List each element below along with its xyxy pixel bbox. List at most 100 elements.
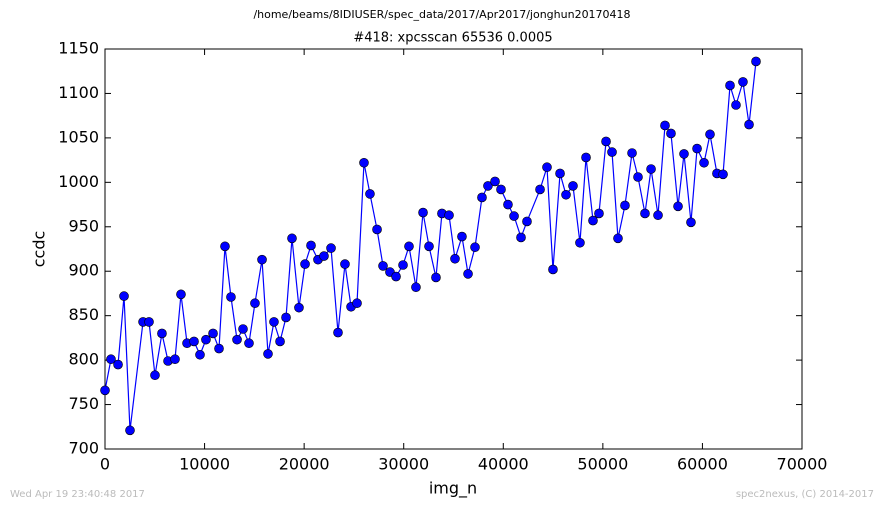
data-point (326, 243, 336, 253)
x-tick-label: 0 (100, 455, 110, 474)
data-point (201, 334, 211, 345)
data-point (660, 120, 670, 131)
data-point (666, 128, 676, 139)
data-point (692, 143, 702, 154)
data-point (232, 334, 242, 345)
x-tick-label: 60000 (677, 455, 728, 474)
data-point (555, 168, 565, 179)
data-point (725, 80, 735, 91)
y-tick-label: 1050 (58, 127, 99, 146)
y-tick-label: 750 (68, 394, 99, 413)
data-point (300, 259, 310, 269)
data-point (679, 149, 689, 159)
data-point (633, 172, 643, 182)
data-point (744, 119, 754, 130)
data-point (509, 211, 519, 221)
data-point (705, 129, 715, 140)
data-point (718, 169, 728, 180)
y-tick-label: 850 (68, 305, 99, 324)
data-point (250, 298, 260, 309)
data-point (588, 215, 598, 226)
data-point (170, 354, 180, 365)
data-point (646, 164, 656, 174)
data-point (157, 328, 167, 339)
data-line (104, 61, 757, 431)
data-point (359, 157, 369, 168)
data-point (333, 327, 343, 338)
y-tick-label: 900 (68, 261, 99, 280)
data-point (483, 181, 493, 191)
y-tick-label: 1100 (58, 83, 99, 102)
data-point (294, 302, 304, 313)
x-tick-label: 40000 (478, 455, 529, 474)
x-tick-label: 70000 (777, 455, 828, 474)
data-point (477, 192, 487, 203)
data-point (214, 343, 224, 354)
data-point (106, 354, 116, 365)
data-point (620, 200, 630, 211)
data-point (470, 242, 480, 253)
plot-frame (104, 48, 803, 450)
data-point (220, 241, 230, 252)
data-point (496, 184, 506, 195)
y-axis-label: ccdc (30, 231, 49, 268)
footer-left: Wed Apr 19 23:40:48 2017 (10, 489, 145, 500)
data-point (378, 261, 388, 271)
data-point (490, 176, 500, 187)
data-point (418, 207, 428, 218)
data-point (627, 148, 637, 158)
data-point (208, 328, 218, 339)
data-point (640, 208, 650, 219)
data-point (281, 312, 291, 323)
data-point (113, 359, 123, 370)
data-point (457, 231, 467, 242)
data-point (411, 282, 421, 293)
chart-subtitle: #418: xpcsscan 65536 0.0005 (353, 31, 552, 46)
x-tick-label: 20000 (279, 455, 330, 474)
y-tick-label: 700 (68, 439, 99, 458)
data-point (450, 253, 460, 264)
data-point (431, 272, 441, 283)
data-point (463, 269, 473, 279)
data-point (404, 241, 414, 252)
data-point (244, 338, 254, 349)
data-point (522, 216, 532, 227)
data-point (575, 237, 585, 248)
data-point (607, 147, 617, 157)
x-axis-label: img_n (429, 479, 477, 499)
data-point (751, 56, 761, 67)
data-point (319, 251, 329, 261)
data-point (176, 289, 186, 300)
x-tick-label: 30000 (378, 455, 429, 474)
data-point (189, 336, 199, 347)
data-point (542, 162, 552, 173)
data-point (226, 292, 236, 302)
data-point (686, 217, 696, 228)
data-point (119, 291, 129, 301)
data-point (365, 189, 375, 199)
data-point (613, 233, 623, 244)
data-point (673, 201, 683, 212)
data-point (568, 181, 578, 191)
data-point (372, 224, 382, 235)
data-point (125, 425, 135, 436)
data-point (287, 233, 297, 244)
data-point (391, 271, 401, 282)
data-point (535, 184, 545, 195)
data-point (561, 189, 571, 200)
data-point (594, 208, 604, 219)
data-point (601, 136, 611, 147)
data-point (263, 349, 273, 359)
data-point (306, 240, 316, 251)
y-tick-label: 1150 (58, 39, 99, 58)
y-tick-label: 800 (68, 350, 99, 369)
y-tick-label: 1000 (58, 172, 99, 191)
chart-title: /home/beams/8IDIUSER/spec_data/2017/Apr2… (253, 8, 630, 21)
data-point (398, 260, 408, 270)
y-tick-label: 950 (68, 216, 99, 235)
data-point (195, 349, 205, 360)
data-point (516, 232, 526, 243)
data-point (444, 210, 454, 221)
data-point (144, 317, 154, 327)
